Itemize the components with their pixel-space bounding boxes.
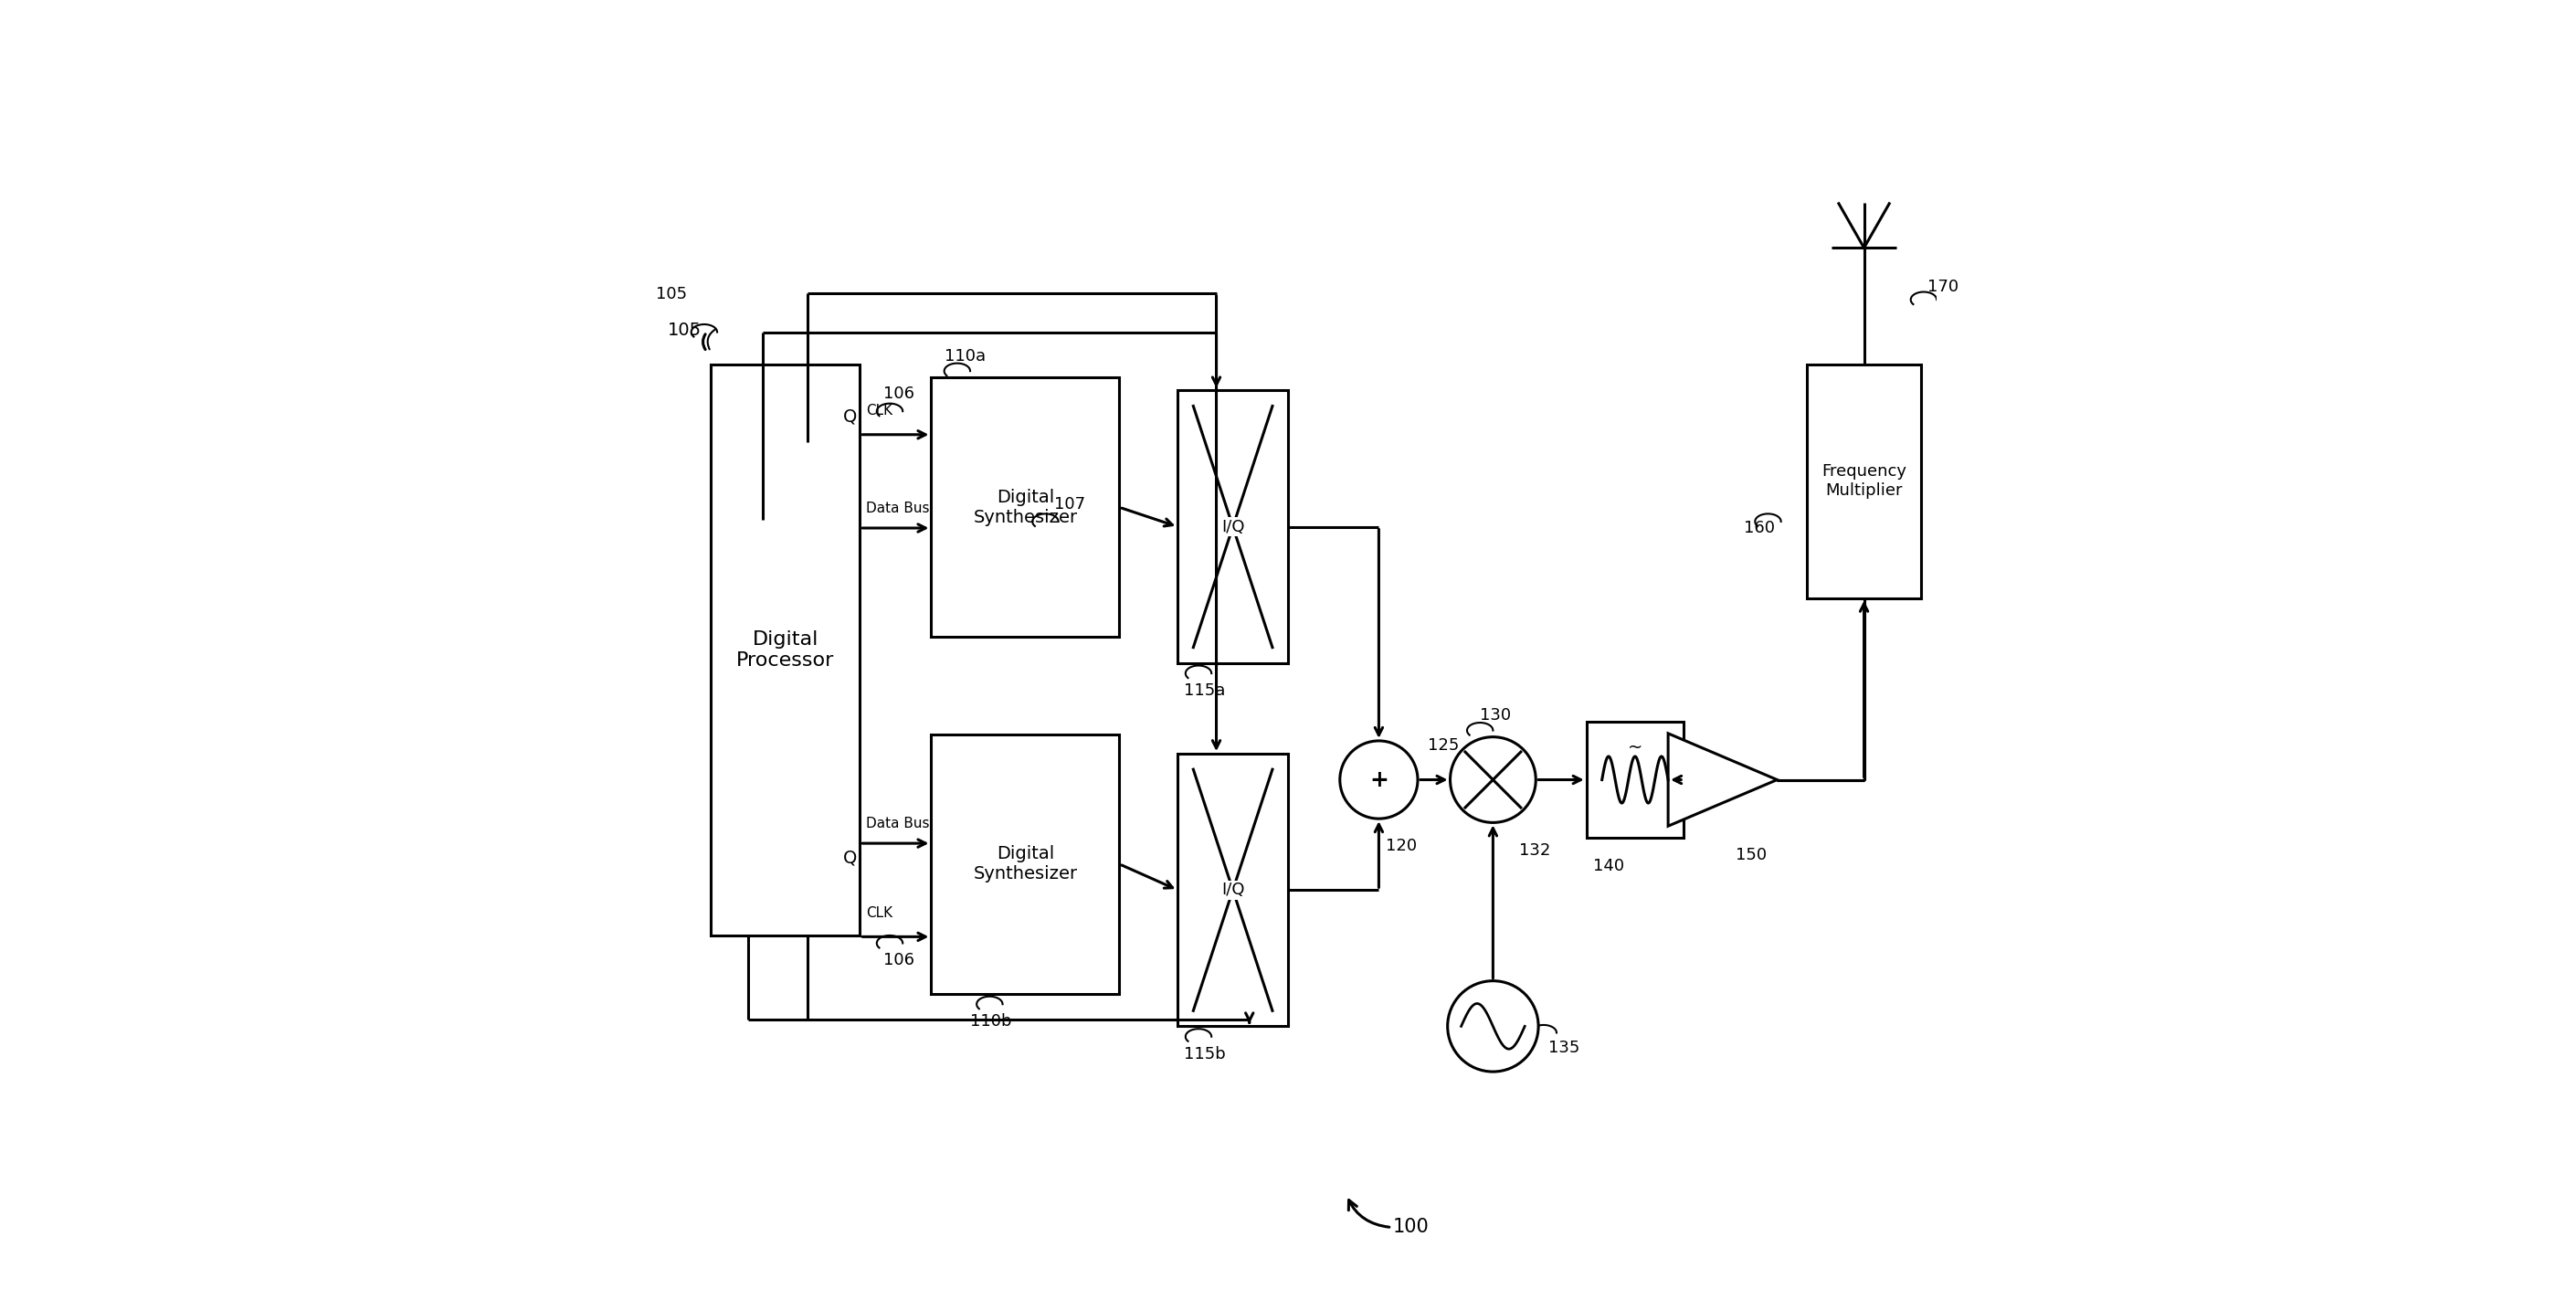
Text: 125: 125 bbox=[1427, 737, 1461, 754]
Bar bbox=[1177, 390, 1288, 663]
Text: 105: 105 bbox=[667, 321, 701, 338]
Text: +: + bbox=[1370, 768, 1388, 790]
Text: I/Q: I/Q bbox=[1221, 519, 1244, 536]
Text: 106: 106 bbox=[884, 953, 914, 968]
Text: Q: Q bbox=[842, 408, 858, 425]
Text: 105: 105 bbox=[657, 286, 688, 303]
Text: Data Bus: Data Bus bbox=[866, 502, 930, 515]
Text: Frequency
Multiplier: Frequency Multiplier bbox=[1821, 464, 1906, 499]
Text: 106: 106 bbox=[884, 386, 914, 402]
Polygon shape bbox=[1669, 733, 1777, 826]
Text: 132: 132 bbox=[1520, 842, 1551, 858]
Text: Data Bus: Data Bus bbox=[866, 816, 930, 831]
Text: I/Q: I/Q bbox=[1221, 881, 1244, 898]
Circle shape bbox=[1448, 982, 1538, 1071]
Text: 135: 135 bbox=[1548, 1039, 1579, 1056]
Bar bbox=[1177, 754, 1288, 1026]
Text: ~: ~ bbox=[1628, 738, 1643, 757]
Text: 160: 160 bbox=[1744, 520, 1775, 537]
FancyBboxPatch shape bbox=[933, 734, 1121, 993]
FancyBboxPatch shape bbox=[1806, 364, 1922, 598]
Text: 115b: 115b bbox=[1185, 1045, 1226, 1062]
Text: Digital
Synthesizer: Digital Synthesizer bbox=[974, 489, 1077, 526]
Text: 107: 107 bbox=[1054, 497, 1084, 512]
Text: CLK: CLK bbox=[866, 906, 894, 920]
Text: 110b: 110b bbox=[971, 1013, 1012, 1030]
Text: 130: 130 bbox=[1481, 707, 1512, 724]
Text: Q: Q bbox=[842, 849, 858, 866]
Text: 170: 170 bbox=[1927, 278, 1958, 295]
Text: 140: 140 bbox=[1592, 858, 1623, 874]
Text: Digital
Synthesizer: Digital Synthesizer bbox=[974, 845, 1077, 883]
Text: I: I bbox=[744, 968, 750, 985]
Text: 100: 100 bbox=[1394, 1218, 1430, 1236]
Circle shape bbox=[1340, 741, 1417, 819]
Text: 115a: 115a bbox=[1185, 682, 1226, 699]
Text: Digital
Processor: Digital Processor bbox=[737, 630, 835, 670]
Circle shape bbox=[1450, 737, 1535, 823]
Text: 150: 150 bbox=[1736, 848, 1767, 863]
FancyBboxPatch shape bbox=[933, 377, 1121, 637]
FancyBboxPatch shape bbox=[711, 364, 860, 936]
Text: 110a: 110a bbox=[945, 348, 987, 364]
Text: 120: 120 bbox=[1386, 838, 1417, 854]
Bar bbox=[1587, 722, 1685, 838]
Text: CLK: CLK bbox=[866, 404, 894, 417]
